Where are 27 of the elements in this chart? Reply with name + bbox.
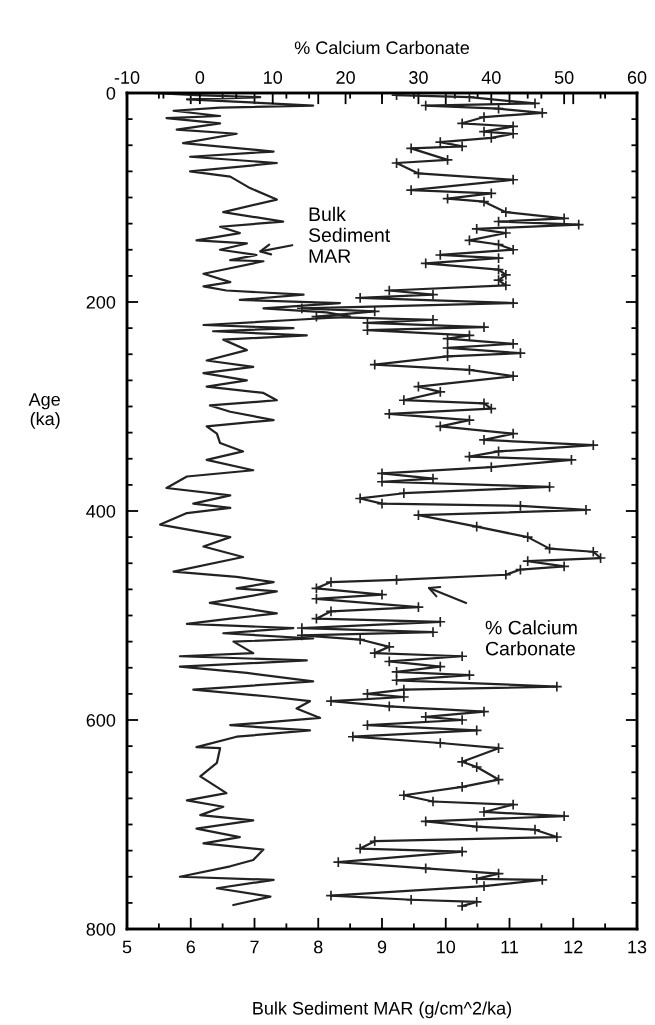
x2-tick-label: 0 bbox=[195, 71, 205, 84]
x-tick-label: 9 bbox=[377, 940, 387, 954]
y-tick-label: 600 bbox=[86, 713, 116, 727]
x-axis-title: Bulk Sediment MAR (g/cm^2/ka) bbox=[253, 1001, 512, 1019]
y-tick-label: 0 bbox=[106, 86, 116, 100]
x-tick-label: 12 bbox=[564, 940, 583, 954]
x-tick-label: 10 bbox=[437, 940, 456, 954]
x2-tick-label: 60 bbox=[627, 71, 647, 84]
x-tick-label: 11 bbox=[501, 940, 518, 954]
x2-tick-label: 50 bbox=[554, 71, 574, 84]
x2-tick-label: 40 bbox=[481, 71, 501, 84]
x-tick-label: 5 bbox=[122, 940, 132, 954]
x2-axis-title: % Calcium Carbonate bbox=[294, 40, 470, 55]
annotation: % Calcium Carbonate bbox=[485, 620, 577, 656]
x2-tick-label: 30 bbox=[409, 71, 428, 84]
x-tick-label: 7 bbox=[250, 940, 259, 954]
y-tick-label: 400 bbox=[86, 504, 116, 518]
x-tick-label: 6 bbox=[186, 940, 195, 954]
y-tick-label: 200 bbox=[86, 295, 116, 309]
y-axis-title: Age (ka) bbox=[28, 393, 60, 429]
x2-tick-label: 10 bbox=[264, 71, 283, 84]
x2-tick-label: 20 bbox=[336, 71, 355, 84]
y-tick-label: 800 bbox=[86, 922, 116, 936]
x-tick-label: 8 bbox=[314, 940, 323, 954]
x-tick-label: 13 bbox=[628, 940, 647, 954]
annotation: Bulk Sediment MAR bbox=[308, 206, 391, 263]
x2-tick-label: -10 bbox=[114, 71, 140, 84]
